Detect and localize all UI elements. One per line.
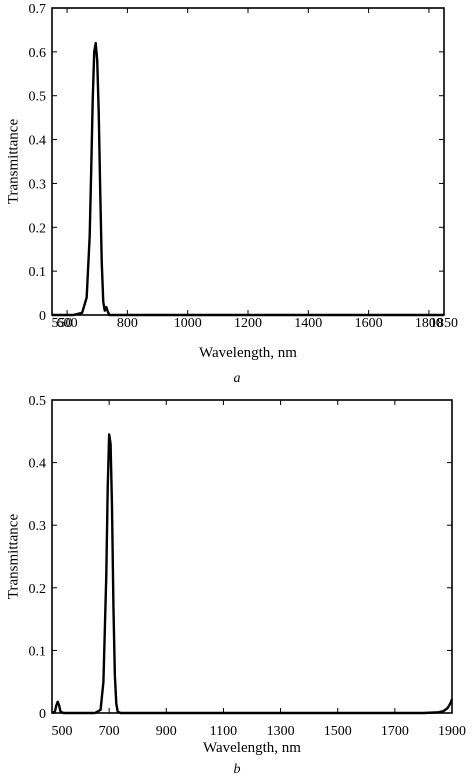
x-tick-label: 900 [156,724,177,739]
x-tick-label: 1300 [267,724,295,739]
y-tick-label: 0.4 [29,457,47,472]
x-tick-label: 1500 [324,724,352,739]
y-tick-label: 0.4 [29,134,47,149]
chart-panel-b: 500 700 900 1100 1300 1500 1700 1900 0 0.1 0.2 0.3 0… [5,394,466,777]
y-tick-label: 0.5 [29,90,47,105]
x-tick-label: 700 [99,724,120,739]
y-tick-label: 0.2 [29,582,47,597]
panel-label: a [234,371,241,386]
x-tick-label: 1600 [355,316,383,331]
panel-label: b [234,762,241,777]
x-tick-label: 600 [57,316,78,331]
x-axis-title: Wavelength, nm [199,345,297,361]
y-tick-label: 0.2 [29,221,47,236]
x-tick-label: 1000 [174,316,202,331]
x-tick-label: 1200 [234,316,262,331]
y-tick-label: 0.3 [29,519,47,534]
x-tick-label: 550 [52,316,73,331]
y-axis-title: Transmittance [5,514,21,600]
y-tick-label: 0 [39,707,46,722]
y-tick-label: 0.1 [29,265,47,280]
x-tick-label: 1900 [438,724,466,739]
x-tick-label: 1100 [210,724,237,739]
y-tick-label: 0 [39,309,46,324]
series-line [52,41,444,317]
series-line [51,433,454,715]
y-axis-title: Transmittance [5,119,21,205]
x-tick-label: 1800 [415,316,443,331]
x-tick-label: 1700 [381,724,409,739]
y-tick-label: 0.5 [29,394,47,409]
plot-frame [51,7,445,316]
x-tick-label: 1400 [294,316,322,331]
x-tick-label: 800 [117,316,138,331]
x-tick-label: 500 [52,724,73,739]
x-axis-title: Wavelength, nm [203,740,301,756]
y-tick-label: 0.3 [29,177,47,192]
y-tick-label: 0.6 [29,46,47,61]
y-tick-label: 0.7 [29,2,47,17]
y-tick-label: 0.1 [29,644,47,659]
x-tick-label: 1850 [430,316,458,331]
